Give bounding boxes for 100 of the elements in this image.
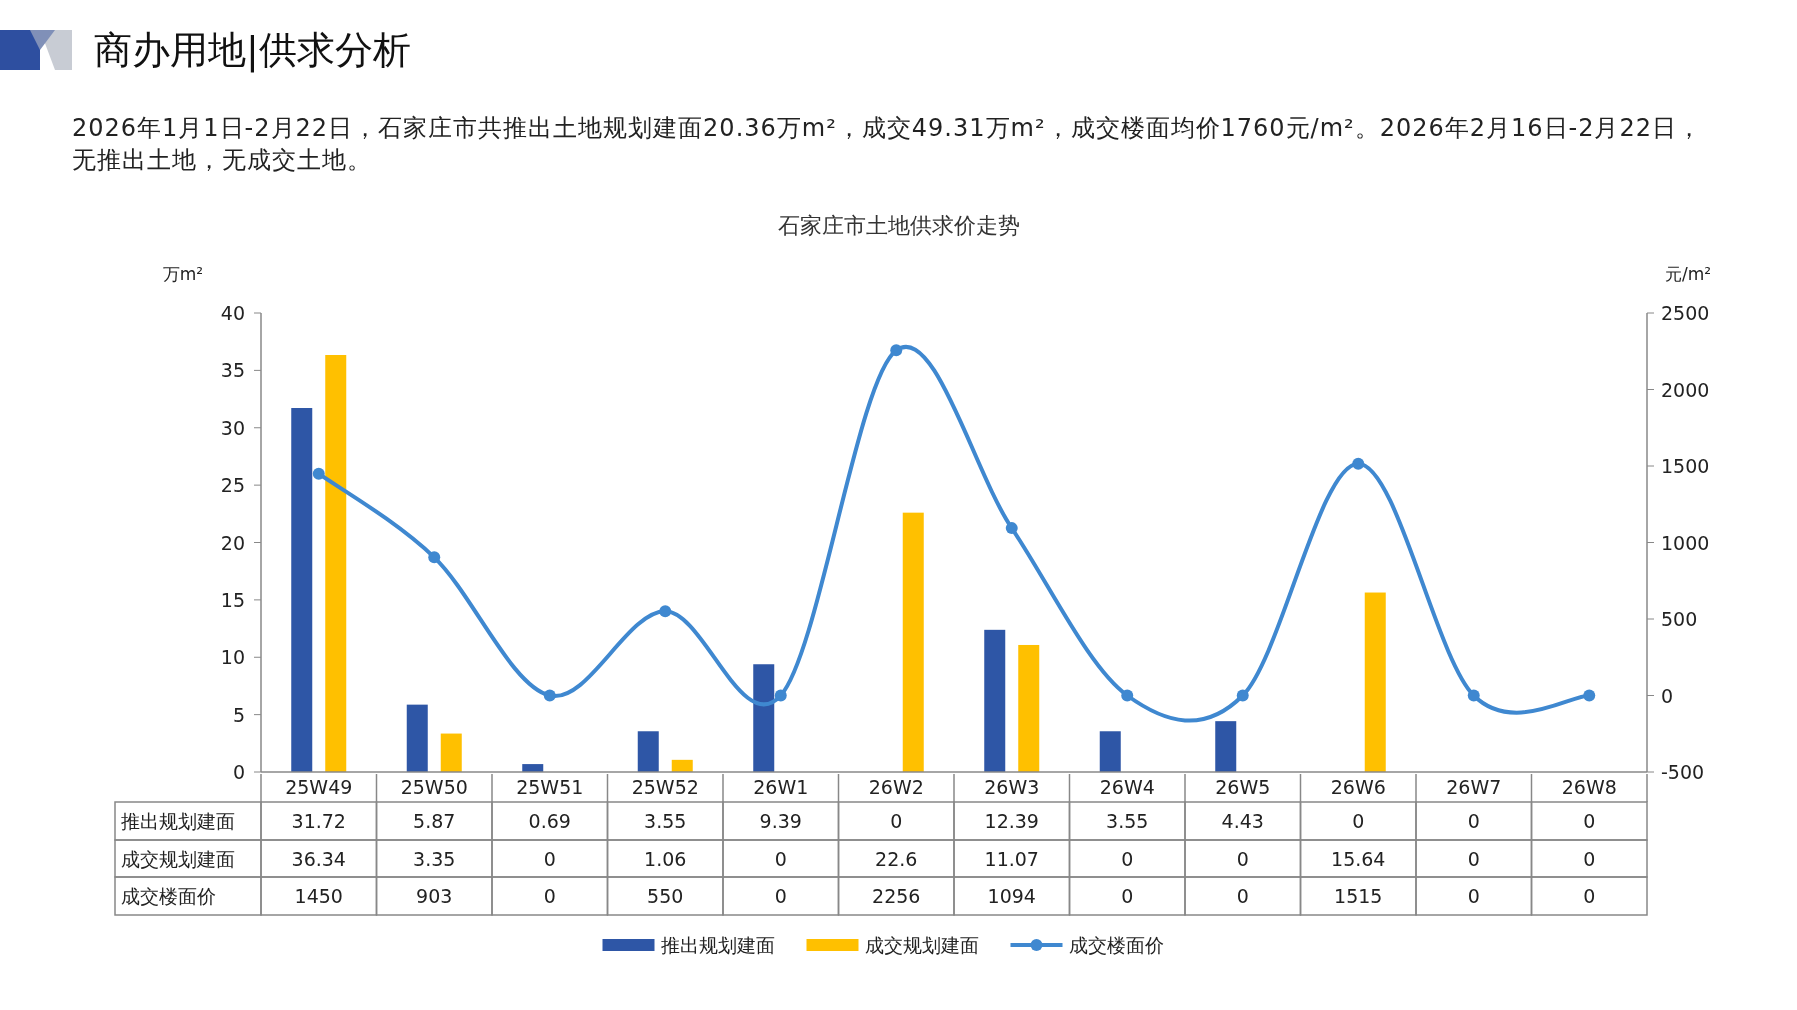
point [1583,689,1596,702]
data-label: 22.6 [875,847,918,870]
data-label: 0 [1583,885,1596,907]
y2-tick-label: 2000 [1661,378,1710,401]
y2-tick-label: -500 [1661,761,1705,783]
point [890,344,903,357]
bar [671,759,693,772]
y2-axis-title: 元/m² [1664,264,1712,284]
data-label: 31.72 [291,810,346,832]
text: 成交楼面价 [121,885,216,907]
data-label: 0 [1467,810,1480,832]
y-tick-label: 5 [232,703,245,726]
bar [291,408,313,772]
y2-tick-label: 1500 [1661,455,1710,477]
data-label: 1.06 [644,847,687,870]
data-label: 36.34 [291,847,346,870]
x-tick-label: 25W51 [516,776,584,798]
y2-tick-label: 2500 [1661,302,1710,324]
data-label: 0 [1583,847,1596,870]
bar [440,733,462,772]
data-label: 0 [1583,810,1596,832]
x-tick-label: 26W7 [1446,776,1502,798]
x-tick-label: 26W2 [868,776,924,798]
data-label: 3.35 [413,847,456,870]
text: 推出规划建面 [121,810,235,832]
point [1236,689,1249,702]
point [1121,689,1134,702]
data-label: 550 [647,885,684,907]
text: 成交规划建面 [121,847,235,870]
y-tick-label: 20 [220,531,245,554]
y-tick-label: 10 [220,646,245,669]
x-tick-label: 26W6 [1330,776,1386,798]
data-label: 1094 [987,885,1036,907]
data-label: 0 [1352,810,1365,832]
y-axis-title: 万m² [162,264,204,284]
y-tick-label: 0 [232,761,245,783]
data-label: 3.55 [1106,810,1149,832]
data-label: 0 [1467,847,1480,870]
data-label: 9.39 [759,810,802,832]
y-tick-label: 25 [220,474,245,497]
bar [753,664,775,772]
bar [1018,644,1040,772]
text: 2026年1月1日-2月22日，石家庄市共推出土地规划建面20.36万m²，成交49.31万m²，成交楼面均价1760元/m²。2026年2月16日-2月22日，无推出土地，无成交土地。 [72,113,1704,176]
y-tick-label: 15 [220,588,245,611]
x-tick-label: 26W8 [1561,776,1617,798]
legend-label: 成交规划建面 [864,934,979,956]
data-label: 0 [543,847,556,870]
x-tick-label: 26W1 [753,776,809,798]
y-tick-label: 30 [220,416,245,439]
legend-label: 推出规划建面 [660,934,775,956]
data-label: 0 [1236,885,1249,907]
data-label: 903 [416,885,453,907]
data-label: 0 [1121,885,1134,907]
bar [984,629,1006,772]
y-tick-label: 35 [220,359,245,382]
data-label: 15.64 [1331,847,1386,870]
data-label: 0 [890,810,903,832]
point [659,605,672,618]
chart-title: 石家庄市土地供求价走势 [778,212,1020,238]
point [312,467,325,480]
data-label: 0 [774,847,787,870]
y-tick-label: 40 [220,302,245,324]
data-label: 0 [1236,847,1249,870]
data-label: 5.87 [413,810,456,832]
data-label: 0 [1467,885,1480,907]
data-label: 4.43 [1221,810,1264,832]
point [1467,689,1480,702]
data-label: 11.07 [984,847,1039,870]
point [1005,522,1018,535]
bar [637,731,659,772]
legend-label: 成交楼面价 [1068,934,1164,956]
data-label: 1450 [294,885,343,907]
bar [1364,592,1386,772]
bar [1215,721,1237,772]
data-label: 3.55 [644,810,687,832]
point [543,689,556,702]
text: 商办用地|供求分析 [94,28,411,73]
bar [1099,731,1121,772]
x-tick-label: 25W49 [285,776,353,798]
bar [902,512,924,772]
data-label: 0.69 [528,810,571,832]
data-label: 1515 [1334,885,1383,907]
point [1352,457,1365,470]
bar [325,355,347,772]
data-label: 0 [543,885,556,907]
x-tick-label: 26W3 [984,776,1040,798]
x-tick-label: 25W50 [400,776,468,798]
x-tick-label: 26W5 [1215,776,1271,798]
x-tick-label: 26W4 [1099,776,1155,798]
bar [406,704,428,772]
data-label: 2256 [872,885,921,907]
point [774,689,787,702]
x-tick-label: 25W52 [631,776,699,798]
y2-tick-label: 0 [1661,684,1674,707]
y2-tick-label: 1000 [1661,531,1710,554]
point [428,551,441,564]
data-label: 0 [1121,847,1134,870]
data-label: 0 [774,885,787,907]
y2-tick-label: 500 [1661,608,1698,630]
data-label: 12.39 [984,810,1039,832]
